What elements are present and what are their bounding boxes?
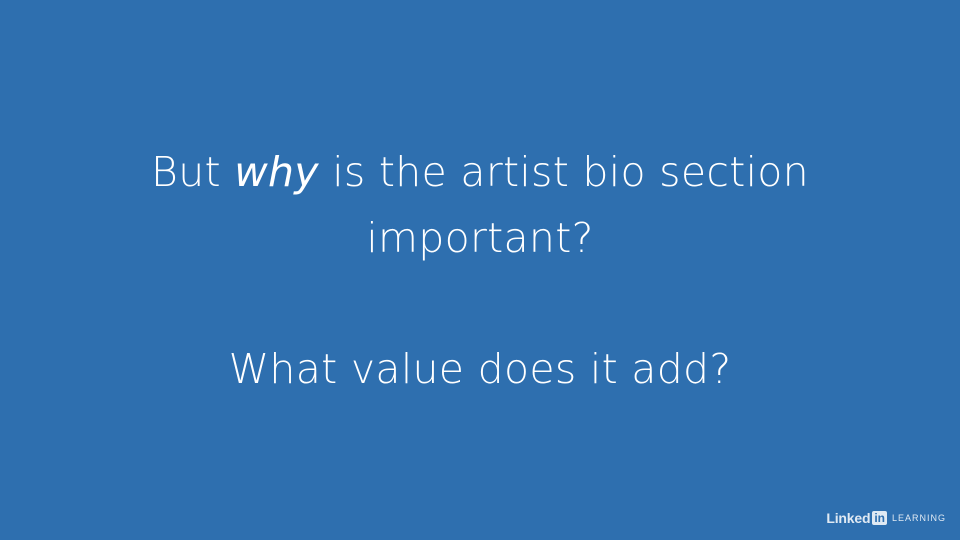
question-text-rest: is the artist bio section bbox=[318, 148, 809, 196]
question-primary: But why is the artist bio section import… bbox=[0, 139, 960, 271]
question-emphasis: why bbox=[234, 148, 319, 196]
question-text-line2: important? bbox=[366, 214, 594, 262]
question-secondary: What value does it add? bbox=[228, 345, 732, 393]
linkedin-learning-logo: Linked in LEARNING bbox=[826, 510, 946, 526]
logo-linked-text: Linked bbox=[826, 510, 871, 526]
question-text-start: But bbox=[151, 148, 235, 196]
logo-learning-text: LEARNING bbox=[891, 513, 946, 523]
logo-in-badge: in bbox=[872, 511, 887, 525]
